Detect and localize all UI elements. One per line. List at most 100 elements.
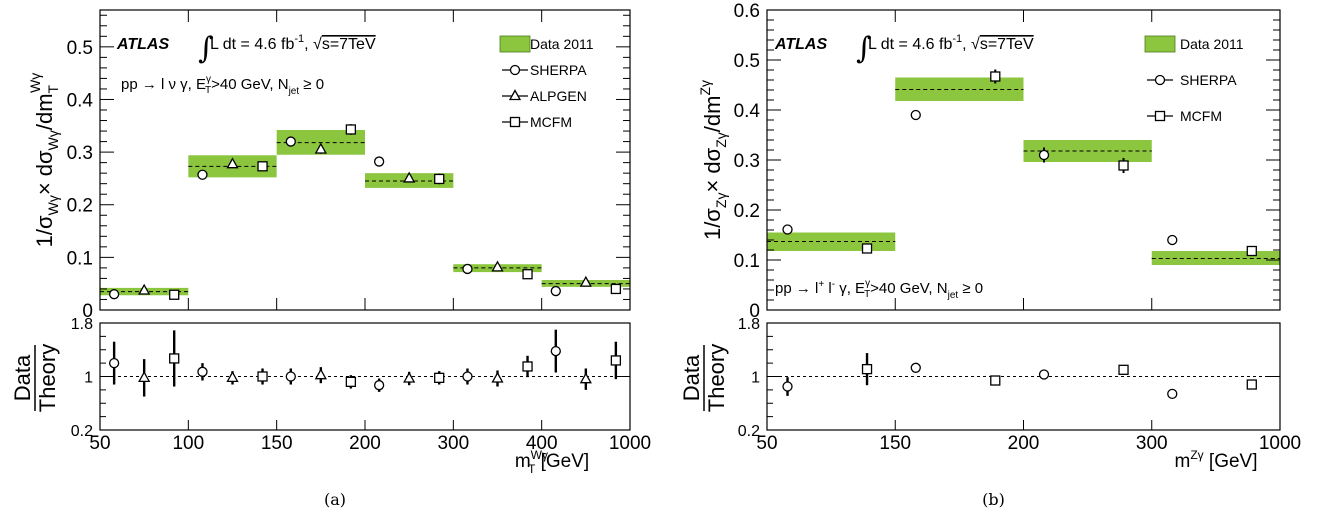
ratio-marker-sherpa <box>910 362 921 373</box>
ratio-marker-sherpa <box>108 357 120 369</box>
text-part: m <box>1174 451 1190 472</box>
prediction-marker-sherpa <box>550 285 561 297</box>
ratio-marker-sherpa <box>782 381 793 392</box>
y-tick-label: 0 <box>82 301 93 322</box>
ratio-marker-alpgen <box>226 370 239 382</box>
y-tick-label: 0.4 <box>734 101 761 122</box>
prediction-marker-mcfm <box>169 289 180 300</box>
text-part: /dm <box>32 93 57 130</box>
text-part: [GeV] <box>1204 451 1258 472</box>
prediction-marker-mcfm <box>345 124 357 135</box>
luminosity-label: L dt = 4.6 fb-1, √s=7TeV <box>210 33 376 53</box>
text-part: Zγ <box>1190 448 1203 462</box>
ratio-tick-label: 1.8 <box>738 316 760 333</box>
x-axis-label: mZγ [GeV] <box>1174 448 1257 472</box>
ratio-marker-alpgen <box>314 368 327 380</box>
prediction-marker-sherpa <box>462 263 473 275</box>
legend-label: ALPGEN <box>530 88 587 104</box>
y-tick-label: 0.2 <box>67 196 93 217</box>
prediction-marker-sherpa <box>910 109 921 121</box>
text-part: Wγ <box>531 448 548 462</box>
text-part: [GeV] <box>535 451 589 472</box>
text-part: γ <box>206 74 211 85</box>
prediction-marker-alpgen <box>314 142 327 154</box>
text-part: Wγ <box>45 130 61 150</box>
main-axes-frame <box>99 9 631 311</box>
ratio-axis-label: Data Theory <box>679 344 729 412</box>
text-part: ≥ 0 <box>958 280 983 297</box>
ratio-marker-sherpa <box>197 366 208 377</box>
x-axis-label: mWγ T [GeV] <box>515 448 589 476</box>
text-part: 1/σ <box>32 215 57 247</box>
panel-label: (b) <box>982 490 1005 509</box>
ratio-tick-label: 1 <box>84 370 93 387</box>
prediction-marker-mcfm <box>990 71 1001 82</box>
prediction-marker-sherpa <box>108 289 120 300</box>
legend-swatch-data <box>499 35 531 53</box>
ratio-tick-label: 0.2 <box>738 423 760 440</box>
ratio-marker-alpgen <box>579 372 592 384</box>
text-part: L dt = 4.6 fb <box>868 36 952 53</box>
x-tick-label: 150 <box>879 433 911 454</box>
x-tick-label: 50 <box>756 433 777 454</box>
x-tick-label: 1000 <box>1259 433 1301 454</box>
text-part: T <box>45 84 61 93</box>
ratio-label-bottom: Theory <box>35 344 60 412</box>
text-part: T <box>205 85 211 96</box>
legend: Data 2011 SHERPA MCFM <box>1144 35 1244 124</box>
ratio-marker-mcfm <box>257 371 268 382</box>
prediction-marker-sherpa <box>1038 149 1050 161</box>
ratio-marker-sherpa <box>1167 388 1178 400</box>
text-part: s=7TeV <box>980 36 1034 53</box>
ratio-marker-mcfm <box>169 353 180 364</box>
atlas-label: ATLAS <box>116 36 169 53</box>
ratio-marker-alpgen <box>491 371 504 383</box>
integral-sign: ∫ <box>856 31 872 66</box>
panel-label: (a) <box>324 490 346 509</box>
ratio-marker-mcfm <box>990 375 1001 386</box>
y-tick-label: 0.4 <box>67 90 94 111</box>
prediction-marker-alpgen <box>138 283 151 295</box>
prediction-marker-sherpa <box>1167 234 1178 246</box>
prediction-marker-alpgen <box>403 171 416 183</box>
text-part: pp → l <box>775 280 818 297</box>
text-part: L dt = 4.6 fb <box>210 36 294 53</box>
ratio-label-bottom: Theory <box>704 344 729 412</box>
ratio-marker-mcfm <box>861 363 873 375</box>
luminosity-label: L dt = 4.6 fb-1, √s=7TeV <box>868 33 1034 53</box>
ratio-marker-mcfm <box>1246 379 1257 390</box>
legend-label: Data 2011 <box>1180 36 1244 52</box>
prediction-marker-mcfm <box>610 283 622 295</box>
main-plot: 00.10.20.30.40.50.61/σZγ× dσZγ/dmZγATLAS… <box>697 1 1281 322</box>
legend-marker-sherpa <box>1154 74 1166 86</box>
ratio-marker-alpgen <box>138 370 151 382</box>
x-tick-label: 400 <box>526 433 558 454</box>
x-tick-label: 300 <box>1136 433 1168 454</box>
ratio-tick-label: 1 <box>751 370 760 387</box>
text-part: s=7TeV <box>322 36 376 53</box>
ratio-marker-mcfm <box>345 376 357 388</box>
integral-sign: ∫ <box>198 31 214 66</box>
y-tick-label: 0.5 <box>67 38 93 59</box>
text-part: Zγ <box>713 132 729 148</box>
legend-marker-sherpa <box>509 64 521 76</box>
ratio-marker-sherpa <box>550 345 561 357</box>
text-part: /dm <box>700 96 725 133</box>
x-tick-label: 100 <box>172 433 204 454</box>
prediction-marker-mcfm <box>257 161 268 172</box>
ratio-axes-frame <box>766 322 1281 431</box>
text-part: Zγ <box>697 80 713 96</box>
ratio-label-top: Data <box>679 354 704 401</box>
text-part: >40 GeV, N <box>870 280 947 297</box>
text-part: Wγ <box>27 73 43 93</box>
ratio-marker-sherpa <box>373 380 385 391</box>
ratio-marker-mcfm <box>610 355 622 366</box>
text-part: m <box>515 451 531 472</box>
text-part: , √ <box>962 36 980 53</box>
text-part: - <box>832 279 835 290</box>
ratio-plot: 0.2 1 1.8 Data Theory 50 100 150 200 300 400 1000 mW… <box>10 316 651 476</box>
atlas-label: ATLAS <box>774 36 827 53</box>
